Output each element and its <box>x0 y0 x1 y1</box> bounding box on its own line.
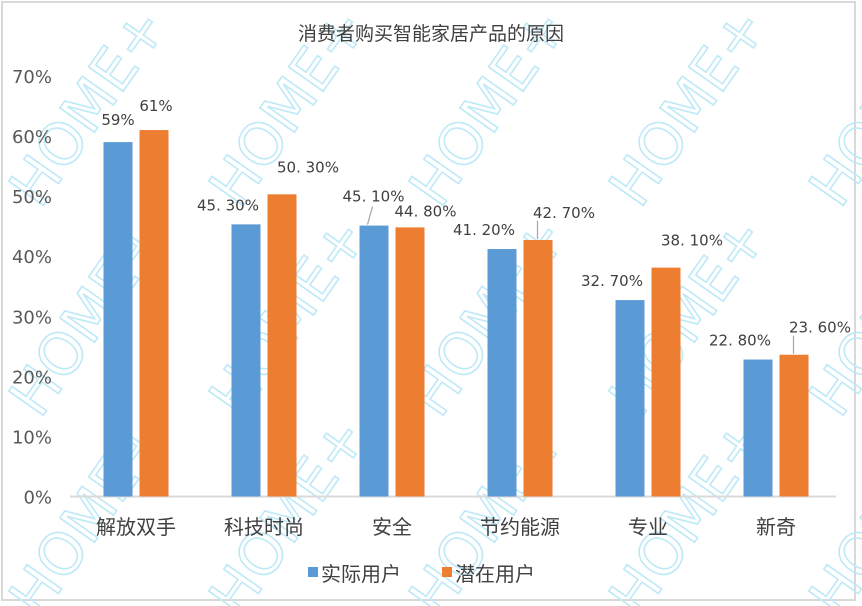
legend-swatch <box>308 567 318 577</box>
y-tick-label: 40% <box>12 247 52 268</box>
data-label: 44. 80% <box>395 202 457 220</box>
data-label: 22. 80% <box>709 332 771 350</box>
x-axis-categories: 解放双手 科技时尚 安全 节约能源 专业 新奇 <box>96 515 796 539</box>
data-label: 42. 70% <box>533 204 595 222</box>
category-group: 59% 61% <box>101 97 173 497</box>
bar-potential-users <box>523 239 553 497</box>
leader-line <box>366 206 374 225</box>
y-tick-label: 60% <box>12 127 52 148</box>
legend-item-potential-users: 潜在用户 <box>442 562 535 586</box>
legend-swatch <box>442 567 452 577</box>
data-label: 59% <box>101 111 134 129</box>
bars: 59% 61% 45. 30% 50. 30%45. 10%44. 80%41. 20… <box>101 97 851 497</box>
data-label: 45. 30% <box>197 196 259 214</box>
category-group: 45. 10%44. 80% <box>343 188 457 497</box>
bar-potential-users <box>139 130 169 497</box>
watermark-text: HOME+ <box>596 0 781 218</box>
category-label: 专业 <box>628 515 668 539</box>
bar-potential-users <box>267 194 297 497</box>
chart-title: 消费者购买智能家居产品的原因 <box>298 23 564 45</box>
legend-label: 实际用户 <box>321 562 401 586</box>
bar-actual-users <box>487 249 517 497</box>
category-group: 22. 80% 23. 60% <box>709 319 851 497</box>
category-label: 解放双手 <box>96 515 176 539</box>
data-label: 38. 10% <box>661 232 723 250</box>
data-label: 23. 60% <box>789 319 851 337</box>
data-label: 41. 20% <box>453 221 515 239</box>
y-tick-label: 20% <box>12 367 52 388</box>
data-label: 61% <box>139 97 172 115</box>
bar-actual-users <box>103 142 133 497</box>
legend-label: 潜在用户 <box>455 562 535 586</box>
y-tick-label: 10% <box>12 427 52 448</box>
y-axis: 0% 10% 20% 30% 40% 50% 60% 70% <box>12 67 52 509</box>
legend: 实际用户 潜在用户 <box>308 562 535 586</box>
category-group: 45. 30% 50. 30% <box>197 158 339 497</box>
bar-actual-users <box>231 224 261 497</box>
data-label: 45. 10% <box>343 188 405 206</box>
bar-actual-users <box>743 359 773 497</box>
legend-item-actual-users: 实际用户 <box>308 562 401 586</box>
category-group: 41. 20% 42. 70% <box>453 204 595 497</box>
bar-actual-users <box>359 225 389 497</box>
data-label: 50. 30% <box>277 158 339 176</box>
y-tick-label: 30% <box>12 307 52 328</box>
bar-actual-users <box>615 300 645 497</box>
category-group: 32. 70% 38. 10% <box>581 232 723 497</box>
y-tick-label: 50% <box>12 187 52 208</box>
bar-potential-users <box>779 354 809 497</box>
bar-potential-users <box>395 227 425 497</box>
category-label: 科技时尚 <box>224 515 304 539</box>
y-tick-label: 0% <box>23 488 52 509</box>
data-label: 32. 70% <box>581 272 643 290</box>
category-label: 新奇 <box>756 515 796 539</box>
category-label: 安全 <box>372 515 412 539</box>
y-tick-label: 70% <box>12 67 52 88</box>
watermark-text: HOME+ <box>796 0 862 218</box>
category-label: 节约能源 <box>480 515 560 539</box>
bar-potential-users <box>651 267 681 497</box>
